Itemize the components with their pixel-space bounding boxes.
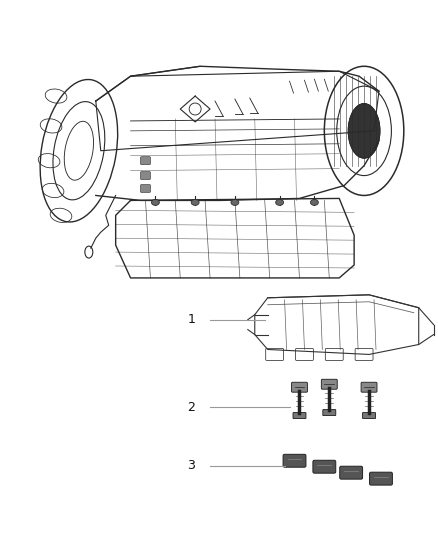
- FancyBboxPatch shape: [361, 382, 377, 392]
- Ellipse shape: [311, 199, 318, 205]
- FancyBboxPatch shape: [141, 184, 150, 192]
- Ellipse shape: [348, 103, 380, 158]
- FancyBboxPatch shape: [283, 454, 306, 467]
- FancyBboxPatch shape: [321, 379, 337, 389]
- FancyBboxPatch shape: [340, 466, 363, 479]
- FancyBboxPatch shape: [313, 461, 336, 473]
- FancyBboxPatch shape: [293, 413, 306, 418]
- FancyBboxPatch shape: [292, 382, 307, 392]
- FancyBboxPatch shape: [363, 413, 375, 418]
- Text: 3: 3: [187, 459, 195, 472]
- FancyBboxPatch shape: [323, 409, 336, 416]
- Ellipse shape: [231, 199, 239, 205]
- FancyBboxPatch shape: [141, 172, 150, 180]
- Ellipse shape: [191, 199, 199, 205]
- Ellipse shape: [152, 199, 159, 205]
- FancyBboxPatch shape: [370, 472, 392, 485]
- Text: 2: 2: [187, 401, 195, 414]
- Ellipse shape: [276, 199, 283, 205]
- Text: 1: 1: [187, 313, 195, 326]
- FancyBboxPatch shape: [141, 157, 150, 165]
